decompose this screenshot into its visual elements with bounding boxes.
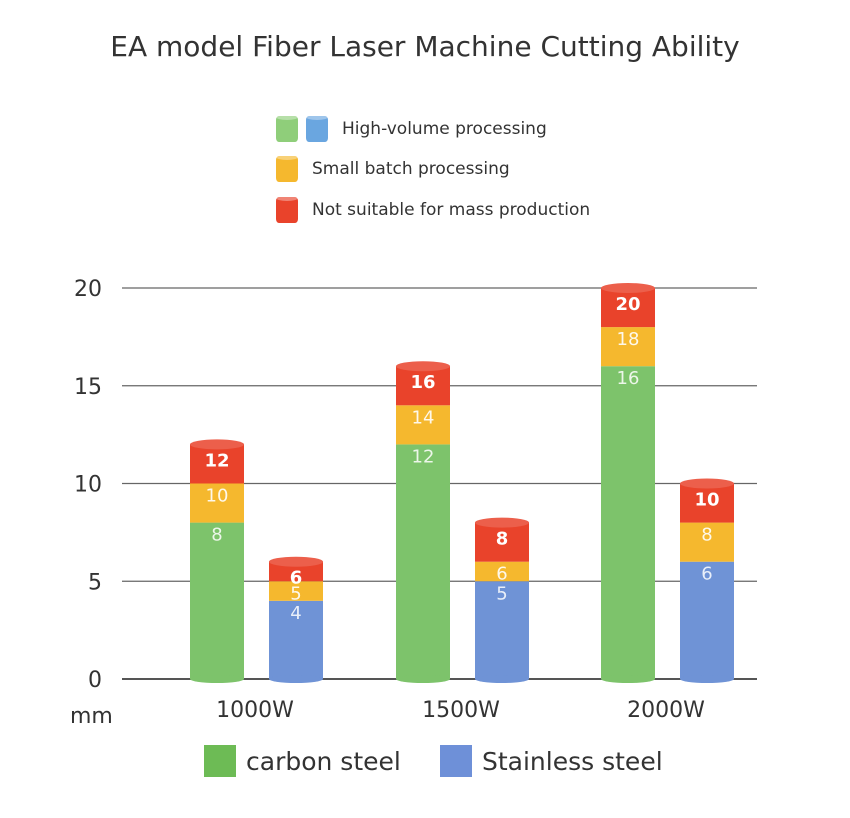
- bar-top-cap: [190, 439, 244, 450]
- bar-segment-not-suitable: [680, 483, 734, 523]
- bar-segment-small-batch: [680, 522, 734, 562]
- bar-segment-not-suitable: [190, 444, 244, 484]
- legend-swatches: [276, 154, 298, 182]
- y-tick-label: 15: [74, 375, 102, 400]
- bar-value-label: 5: [290, 583, 301, 604]
- bar-base: [601, 675, 655, 683]
- bar-value-label: 10: [206, 486, 229, 507]
- yellow-cylinder-icon: [276, 154, 298, 182]
- legend-swatches: [276, 195, 298, 223]
- bar-base: [190, 675, 244, 683]
- bar-segment-not-suitable: [601, 288, 655, 328]
- y-tick-label: 10: [74, 473, 102, 498]
- bar-segment-small-batch: [190, 483, 244, 523]
- bar-top-cap: [680, 478, 734, 489]
- bar-segment-not-suitable: [475, 522, 529, 562]
- bar-value-label: 8: [496, 529, 509, 550]
- legend-small-batch: Small batch processing: [276, 154, 510, 184]
- bar-top-cap: [601, 283, 655, 293]
- bar-value-label: 6: [496, 564, 507, 585]
- bar-value-label: 12: [412, 446, 435, 467]
- bar-segment-small-batch: [396, 405, 450, 445]
- material-legend-carbon: carbon steel: [204, 745, 401, 777]
- legend-label-not-suitable: Not suitable for mass production: [312, 200, 591, 220]
- bar-segment-high-volume: [269, 600, 323, 679]
- bar-value-label: 4: [290, 603, 301, 624]
- bar-value-label: 6: [290, 568, 303, 589]
- x-tick-label-1000w: 1000W: [216, 698, 294, 723]
- bar-top-cap: [396, 361, 450, 372]
- bar-value-label: 5: [496, 583, 507, 604]
- y-tick-label: 5: [88, 570, 102, 595]
- bar-base: [680, 675, 734, 683]
- bar-value-label: 14: [412, 407, 435, 428]
- bar-segment-small-batch: [269, 581, 323, 601]
- bar-segment-small-batch: [475, 561, 529, 582]
- bar-value-label: 8: [211, 525, 222, 546]
- red-cylinder-icon: [276, 195, 298, 223]
- y-tick-label: 20: [74, 277, 102, 302]
- chart-title: EA model Fiber Laser Machine Cutting Abi…: [110, 30, 740, 63]
- bar-value-label: 16: [410, 372, 435, 393]
- bar-value-label: 6: [701, 564, 712, 585]
- y-unit-label: mm: [70, 704, 113, 729]
- y-tick-label: 0: [88, 668, 102, 693]
- legend-label-high-volume: High-volume processing: [342, 119, 547, 139]
- legend-label-stainless-steel: Stainless steel: [482, 746, 663, 776]
- legend-swatch-stainless-steel: [440, 745, 472, 777]
- bar-value-label: 8: [701, 525, 712, 546]
- bar-value-label: 20: [615, 294, 640, 315]
- green-cylinder-icon: [276, 114, 298, 142]
- x-tick-label-2000w: 2000W: [627, 698, 705, 723]
- bar-base: [475, 675, 529, 683]
- bar-segment-high-volume: [601, 366, 655, 679]
- material-legend-stainless: Stainless steel: [440, 745, 663, 777]
- bar-top-cap: [475, 517, 529, 528]
- bar-value-label: 18: [617, 329, 640, 350]
- legend-swatches: [276, 114, 328, 142]
- legend-not-suitable: Not suitable for mass production: [276, 195, 590, 225]
- bar-segment-high-volume: [680, 561, 734, 679]
- bar-segment-small-batch: [601, 327, 655, 367]
- legend-swatch-carbon-steel: [204, 745, 236, 777]
- blue-cylinder-icon: [306, 114, 328, 142]
- legend-label-carbon-steel: carbon steel: [246, 746, 401, 776]
- bar-segment-not-suitable: [269, 561, 323, 582]
- bar-segment-high-volume: [396, 444, 450, 679]
- bar-value-label: 12: [204, 450, 229, 471]
- bar-base: [396, 675, 450, 683]
- bar-segment-high-volume: [190, 522, 244, 679]
- legend-high-volume: High-volume processing: [276, 114, 547, 144]
- bar-value-label: 10: [694, 490, 719, 511]
- bar-top-cap: [269, 556, 323, 567]
- bar-segment-high-volume: [475, 581, 529, 679]
- bar-base: [269, 675, 323, 683]
- bar-segment-not-suitable: [396, 366, 450, 406]
- legend-label-small-batch: Small batch processing: [312, 159, 510, 179]
- bar-value-label: 16: [617, 368, 640, 389]
- x-tick-label-1500w: 1500W: [422, 698, 500, 723]
